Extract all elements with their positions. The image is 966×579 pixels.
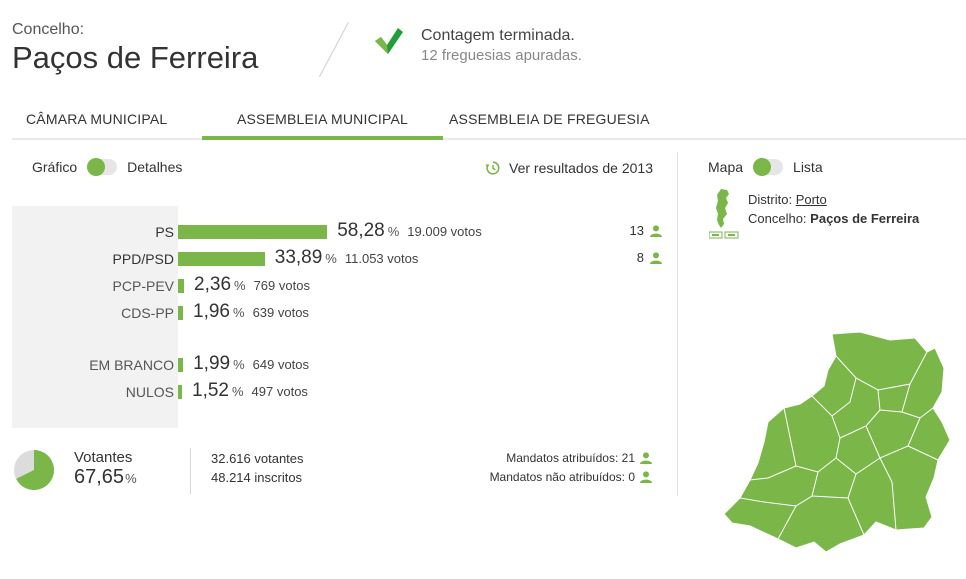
panel-divider (677, 152, 678, 496)
pct-sign: % (325, 251, 337, 266)
result-row: PS 58,28% 19.009 votos 13 (12, 220, 662, 244)
toggle-label-grafico: Gráfico (32, 159, 78, 175)
turnout-pie (14, 450, 54, 490)
voters-count: 32.616 votantes (211, 451, 304, 466)
tab-bar: CÂMARA MUNICIPAL ASSEMBLEIA MUNICIPAL AS… (12, 103, 966, 140)
turnout-divider (190, 448, 191, 494)
turnout-value: 67,65% (74, 466, 137, 489)
turnout-pct: 67,65 (74, 466, 125, 488)
result-percentage: 1,52% 497 votos (192, 380, 308, 402)
parishes-status: 12 freguesias apuradas. (421, 47, 582, 64)
seat-value: 8 (636, 250, 644, 265)
result-bar (178, 358, 184, 372)
party-name: CDS-PP (121, 305, 174, 321)
pct-value: 1,96 (193, 301, 230, 322)
parish-borders (739, 351, 939, 540)
person-icon (650, 224, 662, 237)
pct-value: 58,28 (337, 220, 385, 241)
pct-value: 1,99 (193, 353, 231, 374)
result-bar (178, 279, 185, 293)
result-row: CDS-PP 1,96% 639 votos (12, 301, 662, 325)
result-percentage: 33,89% 11.053 votos (275, 247, 419, 269)
person-icon (650, 251, 662, 264)
pct-sign: % (233, 357, 245, 372)
result-bar (178, 385, 182, 399)
view-toggle: Gráfico Detalhes (32, 158, 183, 176)
mandates-unassigned: Mandatos não atribuídos: 0 (490, 470, 652, 484)
municipality-map[interactable] (720, 330, 950, 555)
result-row: PCP-PEV 2,36% 769 votos (12, 274, 662, 298)
district-info: Distrito: Porto (748, 192, 827, 207)
map-toggle: Mapa Lista (708, 158, 823, 176)
mandates-assigned-label: Mandatos atribuídos: 21 (506, 451, 635, 465)
party-name: EM BRANCO (89, 357, 174, 373)
vote-count: 639 votos (252, 305, 309, 320)
page-title: Paços de Ferreira (12, 40, 259, 75)
vote-count: 769 votos (253, 278, 310, 293)
count-status: Contagem terminada. (421, 27, 575, 44)
vote-count: 649 votos (252, 357, 310, 372)
municipality-outline (723, 331, 950, 553)
switch-knob (87, 158, 106, 176)
council-info-label: Concelho: (748, 211, 807, 226)
history-icon (485, 161, 500, 175)
toggle-label-detalhes: Detalhes (127, 159, 183, 175)
party-name: PPD/PSD (112, 251, 174, 267)
result-bar (178, 252, 265, 266)
pct-sign: % (233, 305, 245, 320)
result-row: NULOS 1,52% 497 votos (12, 380, 662, 404)
view-switch[interactable] (87, 158, 118, 176)
tab-camara-municipal[interactable]: CÂMARA MUNICIPAL (26, 111, 168, 127)
portugal-map-icon[interactable] (709, 188, 739, 240)
pct-value: 2,36 (194, 274, 232, 295)
result-row: PPD/PSD 33,89% 11.053 votos 8 (12, 247, 662, 271)
seat-value: 13 (629, 223, 644, 238)
district-label: Distrito: (748, 192, 793, 207)
party-name: PS (155, 224, 174, 240)
result-row: EM BRANCO 1,99% 649 votos (12, 353, 662, 377)
result-bar (178, 306, 184, 320)
party-name: NULOS (125, 384, 174, 400)
map-switch[interactable] (753, 158, 784, 176)
pct-value: 33,89 (274, 247, 323, 268)
check-icon (375, 28, 403, 54)
tab-assembleia-municipal[interactable]: ASSEMBLEIA MUNICIPAL (202, 103, 443, 140)
pct-sign: % (231, 384, 244, 399)
district-link[interactable]: Porto (795, 192, 827, 207)
result-percentage: 1,96% 639 votos (193, 301, 309, 323)
turnout-label: Votantes (74, 449, 133, 466)
council-label: Concelho: (12, 21, 85, 38)
council-info-name: Paços de Ferreira (810, 211, 920, 226)
pct-sign: % (387, 224, 400, 239)
registered-count: 48.214 inscritos (211, 470, 303, 485)
toggle-label-mapa: Mapa (708, 159, 744, 175)
result-percentage: 2,36% 769 votos (194, 274, 310, 296)
person-icon (640, 452, 652, 464)
person-icon (640, 471, 652, 483)
vote-count: 19.009 votos (407, 224, 482, 239)
pct-sign: % (234, 278, 246, 293)
result-percentage: 58,28% 19.009 votos (337, 220, 482, 242)
party-column-background (12, 206, 178, 428)
previous-results-label: Ver resultados de 2013 (509, 160, 653, 176)
party-name: PCP-PEV (112, 278, 174, 294)
result-bar (178, 225, 328, 239)
switch-knob (753, 158, 772, 176)
result-percentage: 1,99% 649 votos (193, 353, 309, 375)
previous-results-link[interactable]: Ver resultados de 2013 (485, 160, 653, 176)
vote-count: 497 votos (251, 384, 308, 399)
vote-count: 11.053 votos (344, 251, 419, 266)
seat-count: 13 (630, 223, 662, 238)
council-info: Concelho: Paços de Ferreira (748, 211, 919, 226)
header-divider (318, 22, 349, 78)
seat-count: 8 (637, 250, 662, 265)
tab-assembleia-freguesia[interactable]: ASSEMBLEIA DE FREGUESIA (449, 111, 650, 127)
mandates-unassigned-label: Mandatos não atribuídos: 0 (489, 470, 635, 484)
mandates-assigned: Mandatos atribuídos: 21 (506, 451, 652, 465)
turnout-pct-sign: % (125, 471, 137, 486)
pie-slice (16, 450, 54, 490)
toggle-label-lista: Lista (793, 159, 823, 175)
pct-value: 1,52 (192, 380, 229, 401)
